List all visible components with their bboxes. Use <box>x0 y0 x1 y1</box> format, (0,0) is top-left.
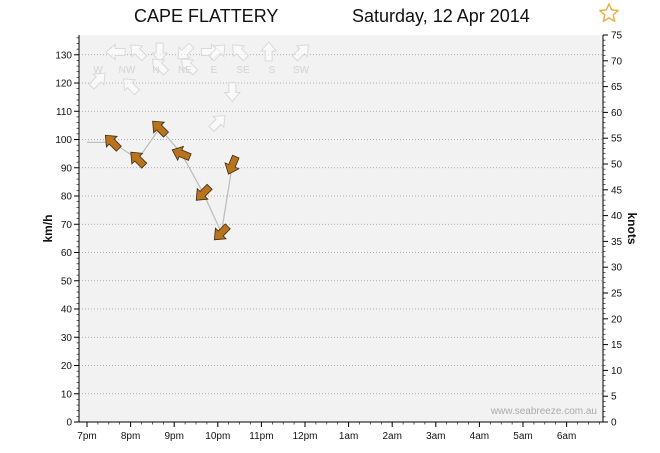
direction-label-w: W <box>93 65 103 76</box>
x-tick-label-0: 7pm <box>77 431 96 442</box>
x-tick-label-8: 3am <box>426 431 445 442</box>
y-right-tick-label-0: 0 <box>611 418 617 429</box>
direction-label-sw: SW <box>293 65 310 76</box>
ghost-arrows <box>88 41 309 133</box>
direction-label-s: S <box>269 65 276 76</box>
y-right-tick-label-12: 60 <box>611 108 623 119</box>
ghost-arrow-2 <box>122 78 141 96</box>
y-right-tick-label-11: 55 <box>611 134 623 145</box>
x-tick-labels: 7pm 8pm 9pm 10pm 11pm 12pm 1am 2am 3am 4am 5am 6am <box>77 422 600 442</box>
x-tick-label-1: 8pm <box>121 431 140 442</box>
y-right-tick-label-8: 40 <box>611 211 623 222</box>
axes <box>78 35 604 423</box>
watermark: www.seabreeze.com.au <box>490 406 597 417</box>
ghost-arrow-11 <box>223 81 241 103</box>
y-tick-label-11: 110 <box>56 107 72 118</box>
x-tick-label-5: 12pm <box>292 431 317 442</box>
y-tick-label-9: 90 <box>61 163 73 174</box>
wind-arrow-4 <box>171 145 192 162</box>
ghost-arrow-4 <box>151 42 169 63</box>
y-right-tick-label-2: 10 <box>611 366 623 377</box>
ghost-arrow-12 <box>208 114 226 133</box>
ghost-arrow-5 <box>152 58 170 76</box>
y-tick-label-3: 30 <box>61 333 73 344</box>
star-outline-icon[interactable] <box>598 2 620 24</box>
y-tick-labels: 0 10 20 30 40 50 60 70 80 90 100 110 120 130 <box>55 37 79 429</box>
y-right-tick-label-1: 5 <box>611 392 617 403</box>
y-right-tick-label-10: 50 <box>611 160 623 171</box>
wind-arrow-6 <box>213 223 231 241</box>
y-tick-label-8: 80 <box>61 192 73 203</box>
y-right-tick-label-9: 45 <box>611 185 623 196</box>
y-right-tick-labels: 0 5 10 15 20 25 30 35 40 45 50 55 60 65 70 75 <box>603 31 623 429</box>
wind-arrow-2 <box>130 151 148 169</box>
station-title: CAPE FLATTERY <box>134 6 279 26</box>
ghost-arrow-7 <box>181 58 199 76</box>
x-tick-label-2: 9pm <box>164 431 183 442</box>
ghost-arrow-14 <box>291 44 309 62</box>
y-tick-label-6: 60 <box>61 248 73 259</box>
y-axis-title: km/h <box>41 214 55 242</box>
wind-arrows <box>104 120 240 241</box>
x-tick-label-7: 2am <box>382 431 401 442</box>
y-tick-label-2: 20 <box>61 361 73 372</box>
ghost-arrow-6 <box>177 42 195 60</box>
x-tick-label-4: 11pm <box>249 431 273 442</box>
y-right-tick-label-14: 70 <box>611 56 623 67</box>
wind-arrow-5 <box>195 183 213 201</box>
y-right-tick-label-15: 75 <box>611 31 623 42</box>
y-right-tick-label-7: 35 <box>611 237 623 248</box>
x-tick-label-3: 10pm <box>205 431 230 442</box>
y-tick-label-1: 10 <box>61 389 73 400</box>
ghost-arrow-9 <box>208 44 226 62</box>
x-tick-label-6: 1am <box>339 431 358 442</box>
y-tick-label-5: 50 <box>61 276 73 287</box>
ghost-arrow-10 <box>231 44 250 62</box>
wind-arrow-7 <box>224 154 240 175</box>
y-right-tick-label-13: 65 <box>611 82 623 93</box>
ghost-arrow-3 <box>130 44 148 62</box>
y-tick-label-10: 100 <box>55 135 72 146</box>
gridlines <box>79 54 603 395</box>
direction-label-se: SE <box>236 65 250 76</box>
ghost-arrow-13 <box>260 41 278 62</box>
y-right-tick-label-3: 15 <box>611 340 623 351</box>
direction-label-e: E <box>211 65 218 76</box>
y-tick-label-4: 40 <box>61 305 73 316</box>
wind-arrow-3 <box>152 120 170 138</box>
direction-label-nw: NW <box>119 65 136 76</box>
y-right-tick-label-4: 20 <box>611 314 623 325</box>
date-title: Saturday, 12 Apr 2014 <box>352 6 530 26</box>
y-right-tick-label-5: 25 <box>611 289 623 300</box>
x-tick-label-9: 4am <box>470 431 489 442</box>
plot-area <box>79 35 603 422</box>
direction-label-n: N <box>152 65 159 76</box>
y-right-axis-title: knots <box>625 212 639 244</box>
x-tick-label-10: 5am <box>513 431 532 442</box>
ghost-arrow-1 <box>105 43 126 61</box>
y-tick-label-12: 120 <box>55 79 72 90</box>
y-right-tick-label-6: 30 <box>611 263 623 274</box>
x-tick-label-11: 6am <box>557 431 576 442</box>
direction-labels: W NW N NE E SE S SW <box>93 65 309 76</box>
y-tick-label-0: 0 <box>66 418 72 429</box>
y-tick-label-13: 130 <box>55 50 72 61</box>
ghost-arrow-0 <box>88 72 106 90</box>
wind-arrow-1 <box>104 134 122 152</box>
direction-label-ne: NE <box>178 65 192 76</box>
y-tick-label-7: 70 <box>61 220 73 231</box>
